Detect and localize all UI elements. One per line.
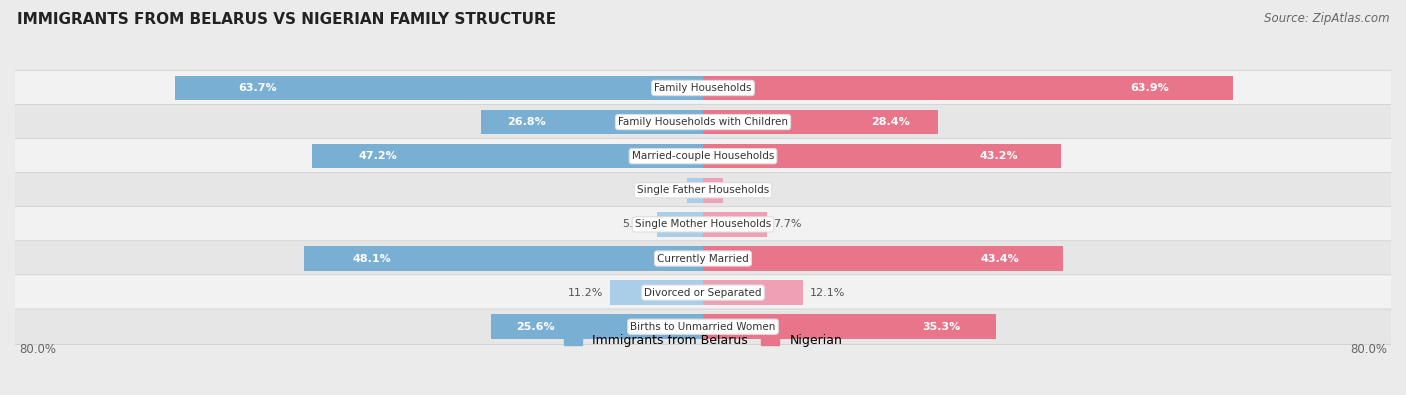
Text: IMMIGRANTS FROM BELARUS VS NIGERIAN FAMILY STRUCTURE: IMMIGRANTS FROM BELARUS VS NIGERIAN FAMI… bbox=[17, 12, 555, 27]
Bar bbox=[610, 280, 703, 305]
FancyBboxPatch shape bbox=[14, 275, 1392, 310]
Bar bbox=[174, 76, 703, 100]
Bar bbox=[703, 314, 995, 339]
Text: 35.3%: 35.3% bbox=[922, 322, 960, 332]
Bar bbox=[304, 246, 703, 271]
FancyBboxPatch shape bbox=[14, 207, 1392, 242]
Text: 28.4%: 28.4% bbox=[872, 117, 910, 127]
Text: 80.0%: 80.0% bbox=[20, 343, 56, 356]
Legend: Immigrants from Belarus, Nigerian: Immigrants from Belarus, Nigerian bbox=[558, 329, 848, 352]
Text: 26.8%: 26.8% bbox=[508, 117, 547, 127]
Text: Single Father Households: Single Father Households bbox=[637, 185, 769, 195]
FancyBboxPatch shape bbox=[14, 70, 1392, 106]
Text: 5.5%: 5.5% bbox=[623, 219, 651, 229]
Bar bbox=[688, 178, 703, 203]
FancyBboxPatch shape bbox=[14, 173, 1392, 208]
Text: Family Households: Family Households bbox=[654, 83, 752, 93]
Text: 43.4%: 43.4% bbox=[981, 254, 1019, 263]
Text: 7.7%: 7.7% bbox=[773, 219, 801, 229]
Text: 1.9%: 1.9% bbox=[652, 185, 681, 195]
Text: Births to Unmarried Women: Births to Unmarried Women bbox=[630, 322, 776, 332]
Bar bbox=[703, 144, 1062, 169]
Bar bbox=[703, 178, 723, 203]
Text: Single Mother Households: Single Mother Households bbox=[636, 219, 770, 229]
Text: Source: ZipAtlas.com: Source: ZipAtlas.com bbox=[1264, 12, 1389, 25]
Text: 48.1%: 48.1% bbox=[352, 254, 391, 263]
Text: Married-couple Households: Married-couple Households bbox=[631, 151, 775, 161]
Text: 63.9%: 63.9% bbox=[1130, 83, 1170, 93]
Text: 25.6%: 25.6% bbox=[516, 322, 555, 332]
Bar bbox=[703, 76, 1233, 100]
Text: 12.1%: 12.1% bbox=[810, 288, 845, 297]
Bar bbox=[481, 110, 703, 134]
FancyBboxPatch shape bbox=[14, 309, 1392, 344]
Bar bbox=[658, 212, 703, 237]
Text: Divorced or Separated: Divorced or Separated bbox=[644, 288, 762, 297]
Text: Family Households with Children: Family Households with Children bbox=[619, 117, 787, 127]
Bar bbox=[703, 110, 938, 134]
Text: 11.2%: 11.2% bbox=[568, 288, 603, 297]
Bar bbox=[491, 314, 703, 339]
Text: 2.4%: 2.4% bbox=[730, 185, 758, 195]
FancyBboxPatch shape bbox=[14, 241, 1392, 276]
Text: Currently Married: Currently Married bbox=[657, 254, 749, 263]
Bar bbox=[703, 280, 803, 305]
Text: 63.7%: 63.7% bbox=[239, 83, 277, 93]
FancyBboxPatch shape bbox=[14, 104, 1392, 140]
Bar bbox=[703, 246, 1063, 271]
Text: 43.2%: 43.2% bbox=[980, 151, 1018, 161]
Bar bbox=[312, 144, 703, 169]
Text: 47.2%: 47.2% bbox=[359, 151, 398, 161]
Text: 80.0%: 80.0% bbox=[1350, 343, 1386, 356]
Bar bbox=[703, 212, 766, 237]
FancyBboxPatch shape bbox=[14, 139, 1392, 174]
